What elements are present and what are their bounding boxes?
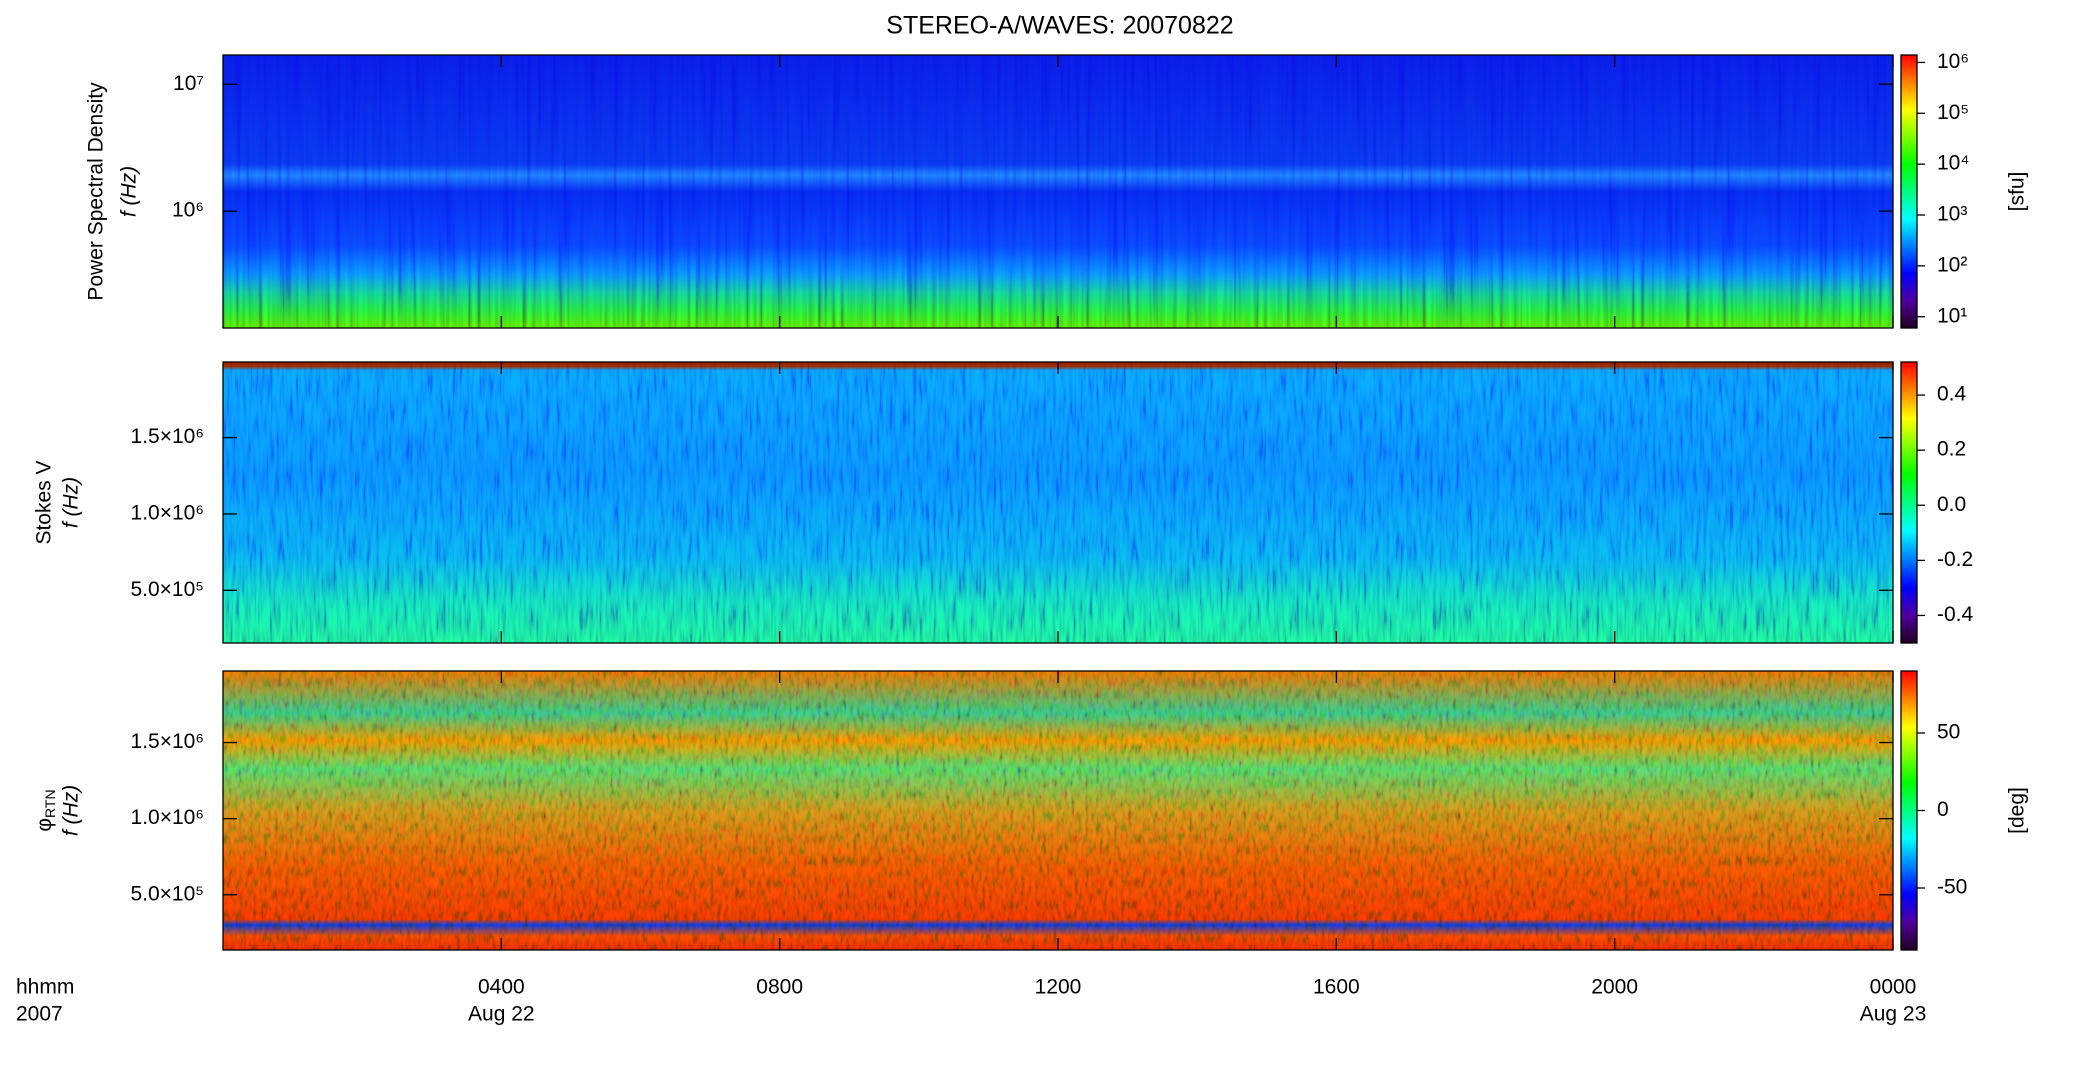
spectrogram-texture	[223, 362, 1893, 643]
y-axis-label: f (Hz)	[60, 785, 83, 836]
x-date-label: Aug 22	[468, 1003, 535, 1026]
colorbar-tick-label: 0.4	[1937, 383, 1967, 406]
y-axis-label: Power Spectral Density	[85, 82, 108, 301]
y-axis-label: f (Hz)	[60, 477, 83, 528]
colorbar-tick-label: -0.2	[1937, 548, 1973, 571]
y-tick-label: 1.0×10⁶	[131, 502, 204, 525]
colorbar	[1900, 54, 1918, 329]
y-tick-label: 1.5×10⁶	[131, 425, 204, 448]
y-axis-label-subscript: RTN	[42, 789, 58, 818]
x-tick-label: 1200	[1035, 976, 1082, 999]
colorbar-label: [sfu]	[2006, 172, 2029, 212]
x-tick-label: 1600	[1313, 976, 1360, 999]
colorbar-tick-label: -0.4	[1937, 603, 1974, 626]
x-tick-label: 2000	[1591, 976, 1638, 999]
x-date-label: Aug 23	[1860, 1003, 1927, 1026]
chart-title: STEREO-A/WAVES: 20070822	[886, 12, 1233, 40]
y-axis-label: Stokes V	[33, 460, 56, 544]
spectrogram-texture	[223, 55, 1893, 328]
x-tick-label: 0000	[1870, 976, 1917, 999]
x-tick-label: 0400	[478, 976, 525, 999]
y-tick-label: 5.0×10⁵	[130, 882, 204, 905]
colorbar-tick-label: 10²	[1937, 253, 1967, 276]
colorbar	[1900, 361, 1918, 644]
x-tick-label: 0800	[756, 976, 803, 999]
y-tick-label: 10⁷	[173, 72, 204, 95]
y-axis-label: f (Hz)	[118, 166, 141, 217]
y-axis-label: φRTN	[33, 789, 58, 831]
colorbar-tick-label: 10¹	[1937, 304, 1967, 327]
colorbar-tick-label: -50	[1937, 876, 1967, 899]
y-tick-label: 5.0×10⁵	[130, 578, 204, 601]
colorbar	[1900, 670, 1918, 951]
colorbar-tick-label: 0.2	[1937, 438, 1966, 461]
y-axis-label-symbol: φ	[33, 818, 56, 832]
colorbar-tick-label: 10³	[1937, 203, 1967, 226]
y-tick-label: 1.0×10⁶	[131, 806, 204, 829]
colorbar-tick-label: 10⁴	[1937, 152, 1969, 175]
colorbar-tick-label: 10⁵	[1937, 101, 1969, 124]
colorbar-tick-label: 0.0	[1937, 493, 1966, 516]
colorbar-tick-label: 0	[1937, 798, 1949, 821]
colorbar-tick-label: 10⁶	[1937, 50, 1969, 73]
spectrogram-texture	[223, 671, 1893, 950]
x-axis-label: hhmm	[16, 976, 74, 999]
x-year-label: 2007	[16, 1003, 63, 1026]
colorbar-tick-label: 50	[1937, 721, 1960, 744]
y-tick-label: 10⁶	[172, 199, 204, 222]
colorbar-label: [deg]	[2006, 787, 2029, 834]
y-tick-label: 1.5×10⁶	[131, 730, 204, 753]
